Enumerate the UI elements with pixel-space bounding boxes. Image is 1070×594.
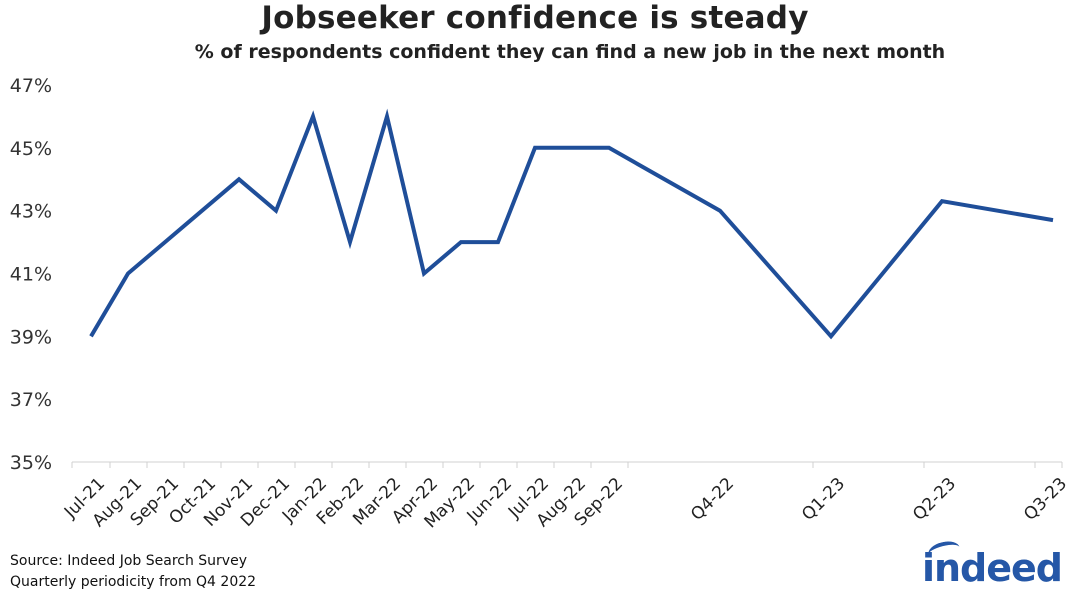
- y-axis-ticks: 35% 37% 39% 41% 43% 45% 47%: [10, 75, 52, 474]
- indeed-logo: indeed: [921, 538, 1063, 590]
- y-tick-label: 37%: [10, 389, 52, 411]
- x-tick-label: Q3-23: [1020, 474, 1070, 525]
- y-tick-label: 35%: [10, 452, 52, 474]
- series-line: [89, 108, 1054, 340]
- y-tick-label: 39%: [10, 326, 52, 348]
- chart-subtitle: % of respondents confident they can find…: [194, 41, 946, 63]
- y-tick-label: 43%: [10, 201, 52, 223]
- y-tick-label: 41%: [10, 264, 52, 286]
- x-axis-ticks: Jul-21Aug-21Sep-21Oct-21Nov-21Dec-21Jan-…: [60, 462, 1070, 532]
- y-tick-label: 47%: [10, 75, 52, 97]
- chart-title: Jobseeker confidence is steady: [261, 0, 809, 36]
- y-tick-label: 45%: [10, 138, 52, 160]
- x-tick-label: Q2-23: [909, 474, 960, 525]
- source-note: Source: Indeed Job Search Survey: [10, 553, 247, 569]
- x-tick-label: Q4-22: [687, 474, 738, 525]
- periodicity-note: Quarterly periodicity from Q4 2022: [10, 574, 257, 590]
- x-tick-label: Q1-23: [798, 474, 849, 525]
- logo-text: indeed: [921, 546, 1063, 590]
- series-group: [89, 108, 1054, 340]
